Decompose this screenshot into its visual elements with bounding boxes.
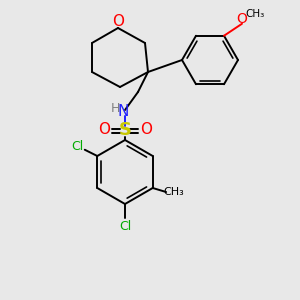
Text: O: O bbox=[140, 122, 152, 137]
Text: H: H bbox=[110, 101, 120, 115]
Text: CH₃: CH₃ bbox=[245, 9, 265, 19]
Text: O: O bbox=[237, 12, 248, 26]
Text: S: S bbox=[118, 121, 131, 139]
Text: N: N bbox=[117, 104, 129, 119]
Text: O: O bbox=[112, 14, 124, 28]
Text: Cl: Cl bbox=[71, 140, 84, 153]
Text: CH₃: CH₃ bbox=[164, 187, 184, 197]
Text: Cl: Cl bbox=[119, 220, 131, 232]
Text: O: O bbox=[98, 122, 110, 137]
